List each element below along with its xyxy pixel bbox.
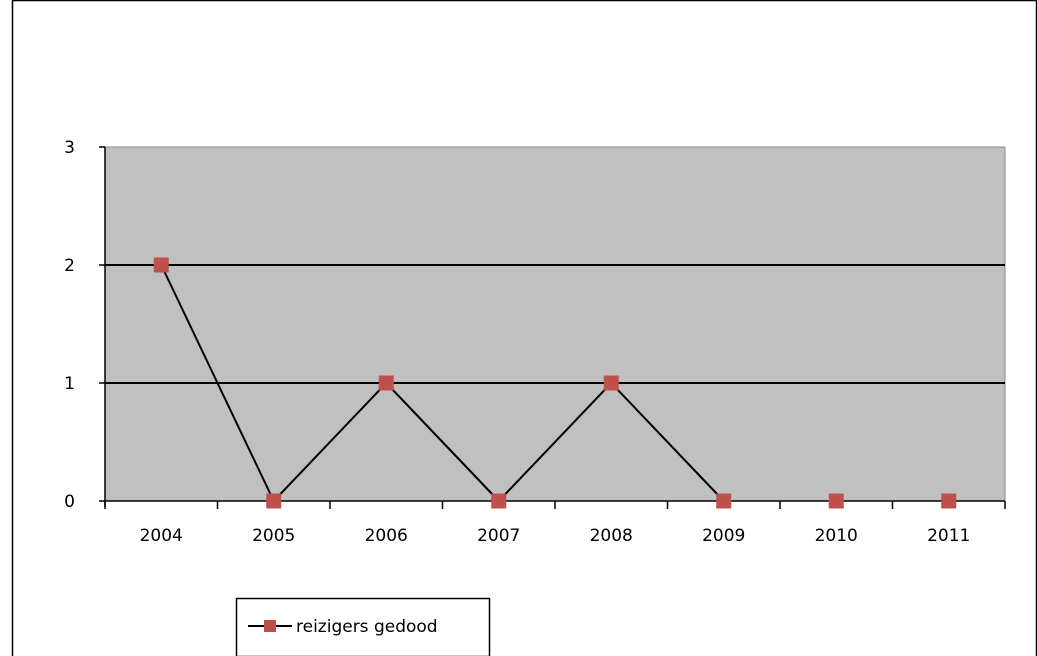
x-tick-label: 2011: [927, 526, 970, 546]
data-point-marker: [603, 375, 619, 391]
data-point-marker: [378, 375, 394, 391]
x-tick-label: 2009: [702, 526, 745, 546]
legend-marker-icon: [264, 620, 276, 632]
series-reizigers-gedood: [153, 257, 957, 509]
x-tick-label: 2010: [815, 526, 858, 546]
legend-label: reizigers gedood: [296, 617, 438, 637]
gridlines: [105, 264, 1005, 384]
legend: reizigers gedood: [235, 597, 491, 656]
data-point-marker: [716, 493, 732, 509]
x-tick-label: 2005: [252, 526, 295, 546]
x-tick-label: 2006: [365, 526, 408, 546]
y-tick-label: 1: [64, 374, 75, 394]
data-point-marker: [153, 257, 169, 273]
axes: 0 1 2 3 2004 2005 2006 2007 2008 2009 2010 2011: [64, 138, 1006, 546]
y-tick-label: 2: [64, 256, 75, 276]
series-line: [160, 264, 725, 503]
data-point-marker: [941, 493, 957, 509]
data-point-marker: [266, 493, 282, 509]
y-tick-label: 0: [64, 492, 75, 512]
x-tick-label: 2004: [140, 526, 183, 546]
data-point-marker: [828, 493, 844, 509]
x-tick-label: 2007: [477, 526, 520, 546]
plot-area: [104, 146, 1006, 502]
legend-box: [235, 597, 491, 656]
y-tick-label: 3: [64, 138, 75, 158]
x-tick-label: 2008: [590, 526, 633, 546]
data-point-marker: [491, 493, 507, 509]
